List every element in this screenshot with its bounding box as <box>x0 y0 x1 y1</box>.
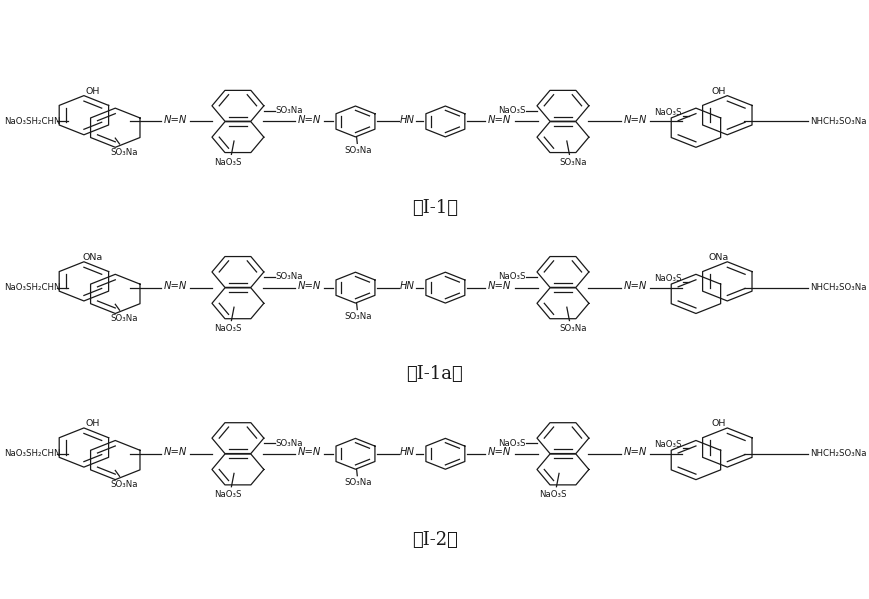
Text: N=N: N=N <box>297 281 321 291</box>
Text: N=N: N=N <box>163 281 187 291</box>
Text: （I-2）: （I-2） <box>412 531 457 549</box>
Text: N=N: N=N <box>488 281 511 291</box>
Text: HN: HN <box>400 447 415 457</box>
Text: N=N: N=N <box>488 447 511 457</box>
Text: NaO₃SH₂CHN: NaO₃SH₂CHN <box>3 449 60 458</box>
Text: SO₃Na: SO₃Na <box>275 106 302 115</box>
Text: SO₃Na: SO₃Na <box>275 273 302 282</box>
Text: N=N: N=N <box>623 447 647 457</box>
Text: N=N: N=N <box>163 447 187 457</box>
Text: NaO₃S: NaO₃S <box>538 491 566 500</box>
Text: SO₃Na: SO₃Na <box>110 480 137 489</box>
Text: OH: OH <box>85 87 100 96</box>
Text: NaO₃S: NaO₃S <box>214 158 241 167</box>
Text: N=N: N=N <box>623 114 647 125</box>
Text: N=N: N=N <box>163 114 187 125</box>
Text: NaO₃SH₂CHN: NaO₃SH₂CHN <box>3 117 60 126</box>
Text: （I-1a）: （I-1a） <box>406 365 463 383</box>
Text: ONa: ONa <box>83 253 103 262</box>
Text: NHCH₂SO₃Na: NHCH₂SO₃Na <box>809 283 866 292</box>
Text: HN: HN <box>400 114 415 125</box>
Text: NaO₃S: NaO₃S <box>497 438 525 447</box>
Text: N=N: N=N <box>623 281 647 291</box>
Text: SO₃Na: SO₃Na <box>559 324 587 333</box>
Text: OH: OH <box>711 419 725 428</box>
Text: N=N: N=N <box>488 114 511 125</box>
Text: NHCH₂SO₃Na: NHCH₂SO₃Na <box>809 449 866 458</box>
Text: OH: OH <box>711 87 725 96</box>
Text: NaO₃S: NaO₃S <box>497 106 525 115</box>
Text: HN: HN <box>400 281 415 291</box>
Text: （I-1）: （I-1） <box>412 198 457 216</box>
Text: NaO₃SH₂CHN: NaO₃SH₂CHN <box>3 283 60 292</box>
Text: SO₃Na: SO₃Na <box>343 146 371 155</box>
Text: SO₃Na: SO₃Na <box>110 314 137 323</box>
Text: SO₃Na: SO₃Na <box>343 479 371 488</box>
Text: ONa: ONa <box>708 253 728 262</box>
Text: NaO₃S: NaO₃S <box>653 274 681 283</box>
Text: NaO₃S: NaO₃S <box>214 491 241 500</box>
Text: SO₃Na: SO₃Na <box>110 148 137 157</box>
Text: OH: OH <box>85 419 100 428</box>
Text: NHCH₂SO₃Na: NHCH₂SO₃Na <box>809 117 866 126</box>
Text: SO₃Na: SO₃Na <box>343 312 371 321</box>
Text: NaO₃S: NaO₃S <box>214 324 241 333</box>
Text: NaO₃S: NaO₃S <box>653 440 681 449</box>
Text: NaO₃S: NaO₃S <box>497 273 525 282</box>
Text: N=N: N=N <box>297 114 321 125</box>
Text: NaO₃S: NaO₃S <box>653 108 681 117</box>
Text: SO₃Na: SO₃Na <box>559 158 587 167</box>
Text: N=N: N=N <box>297 447 321 457</box>
Text: SO₃Na: SO₃Na <box>275 438 302 447</box>
